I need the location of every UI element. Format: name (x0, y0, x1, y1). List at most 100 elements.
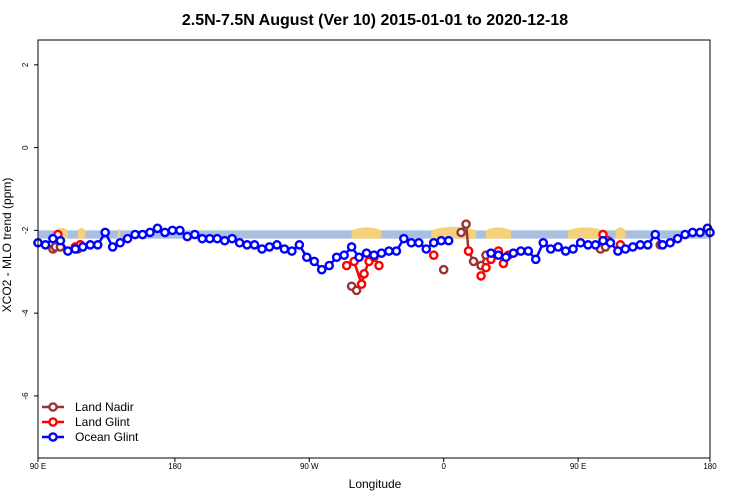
data-point (620, 244, 631, 254)
x-tick-label: 180 (703, 462, 717, 471)
data-point (324, 260, 335, 271)
plot-frame (37, 39, 711, 459)
data-point (461, 219, 471, 229)
data-point (234, 237, 245, 248)
data-point (331, 252, 342, 263)
data-point (605, 237, 616, 248)
data-point (369, 250, 379, 261)
y-tick-label: 0 (21, 145, 30, 150)
data-point (665, 237, 675, 248)
x-axis-label: Longitude (349, 477, 402, 491)
data-point (145, 227, 155, 238)
data-point (40, 240, 51, 250)
data-point (523, 246, 534, 256)
y-tick-label: -2 (21, 226, 30, 234)
land-bump (568, 227, 603, 239)
data-point (613, 246, 623, 256)
data-point (316, 264, 327, 275)
y-axis-label: XCO2 - MLO trend (ppm) (0, 178, 14, 313)
data-point (642, 240, 653, 250)
data-point (421, 244, 432, 254)
data-point (391, 246, 402, 256)
data-point (568, 244, 578, 254)
data-point (501, 252, 511, 263)
data-point (374, 260, 384, 271)
legend-marker (48, 432, 58, 442)
data-point (476, 271, 486, 281)
data-point (309, 256, 320, 267)
data-point (406, 237, 417, 248)
y-tick-label: 2 (21, 62, 30, 67)
chart-title: 2.5N-7.5N August (Ver 10) 2015-01-01 to … (182, 12, 568, 29)
data-point (481, 262, 491, 273)
data-point (212, 233, 222, 244)
data-point (583, 240, 593, 250)
data-point (346, 242, 357, 252)
data-point (182, 231, 193, 242)
data-point (456, 227, 466, 238)
data-point (516, 246, 526, 256)
data-point (354, 252, 364, 263)
data-point (468, 256, 479, 267)
data-point (351, 285, 362, 296)
data-point (55, 235, 66, 246)
data-point (650, 229, 661, 240)
data-point (341, 260, 352, 271)
x-tick-label: 90 E (30, 462, 46, 471)
data-point (687, 227, 698, 238)
x-tick-label: 90 E (570, 462, 586, 471)
data-point (100, 227, 110, 238)
data-point (48, 233, 58, 244)
data-point (219, 235, 230, 246)
data-point (376, 248, 387, 258)
data-point (107, 242, 118, 252)
data-point (160, 227, 170, 238)
data-point (428, 250, 439, 261)
data-point (152, 223, 163, 234)
data-point (560, 246, 571, 256)
data-point (538, 237, 549, 248)
data-point (672, 233, 683, 244)
data-point (628, 242, 638, 252)
data-point (635, 240, 646, 250)
data-point (301, 252, 312, 263)
data-point (545, 244, 556, 254)
data-point (204, 233, 215, 244)
series-ocean-glint (33, 223, 715, 275)
data-point (657, 240, 668, 250)
data-point (463, 246, 474, 256)
data-point (530, 254, 541, 265)
land-bump (117, 228, 121, 239)
data-point (438, 264, 449, 275)
data-point (122, 233, 133, 244)
x-tick-label: 0 (441, 462, 446, 471)
legend-marker (48, 402, 58, 412)
data-point (78, 242, 88, 252)
land-bump (351, 227, 382, 239)
data-point (115, 237, 125, 248)
data-point (598, 235, 608, 246)
data-point (361, 248, 372, 258)
data-point (167, 225, 178, 236)
legend-marker (48, 417, 58, 427)
data-point (85, 240, 96, 250)
data-point (493, 250, 504, 261)
data-point (175, 225, 185, 236)
data-point (279, 244, 290, 254)
data-point (272, 240, 282, 250)
data-point (590, 240, 601, 250)
data-point (70, 244, 81, 254)
data-point (399, 233, 409, 244)
data-point (92, 240, 103, 250)
data-point (436, 235, 447, 246)
data-point (413, 237, 424, 248)
legend-label: Land Nadir (75, 400, 134, 414)
plot-area (33, 219, 715, 296)
data-point (264, 242, 275, 252)
data-point (508, 248, 519, 258)
x-tick-label: 180 (168, 462, 182, 471)
legend-label: Land Glint (75, 415, 130, 429)
data-point (63, 246, 73, 256)
data-point (428, 237, 439, 248)
